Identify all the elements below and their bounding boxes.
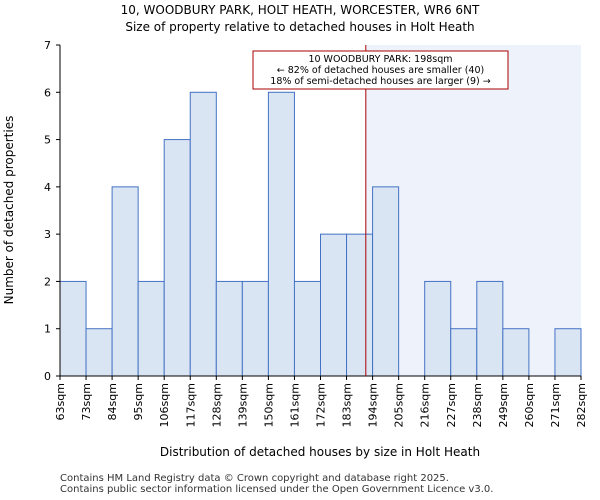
- y-tick-label: 2: [44, 275, 51, 288]
- x-tick-label: 150sqm: [262, 383, 275, 427]
- footer-line2: Contains public sector information licen…: [60, 484, 494, 495]
- bar: [554, 328, 582, 377]
- x-tick-label: 260sqm: [523, 383, 536, 427]
- annotation-text-line2: ← 82% of detached houses are smaller (40…: [277, 65, 484, 76]
- x-tick-label: 84sqm: [106, 383, 119, 420]
- x-tick-label: 128sqm: [210, 383, 223, 427]
- bar: [137, 280, 165, 377]
- x-tick-label: 227sqm: [445, 383, 458, 427]
- x-tick-label: 216sqm: [419, 383, 432, 427]
- y-axis-label: Number of detached properties: [2, 116, 16, 305]
- x-tick-label: 183sqm: [341, 383, 354, 427]
- annotation-text-line3: 18% of semi-detached houses are larger (…: [270, 76, 490, 87]
- x-tick-label: 271sqm: [549, 383, 562, 427]
- bar: [215, 280, 243, 377]
- x-tick-label: 95sqm: [132, 383, 145, 420]
- chart-title-line2: Size of property relative to detached ho…: [125, 20, 474, 34]
- x-tick-label: 106sqm: [158, 383, 171, 427]
- x-tick-label: 249sqm: [497, 383, 510, 427]
- bar: [450, 328, 478, 377]
- annotation-box: [252, 50, 509, 90]
- x-tick-label: 194sqm: [367, 383, 380, 427]
- bar: [189, 91, 217, 377]
- y-tick-label: 0: [44, 370, 51, 383]
- y-tick-label: 4: [44, 181, 51, 194]
- y-tick-label: 3: [44, 228, 51, 241]
- bar: [346, 233, 374, 377]
- bar: [293, 280, 322, 377]
- x-tick-label: 282sqm: [575, 383, 588, 427]
- footer-line1: Contains HM Land Registry data © Crown c…: [60, 473, 449, 484]
- bar: [267, 91, 295, 377]
- x-tick-label: 139sqm: [236, 383, 249, 427]
- annotation-text-line1: 10 WOODBURY PARK: 198sqm: [308, 54, 452, 65]
- highlight-region: [365, 45, 581, 376]
- x-tick-label: 172sqm: [315, 383, 328, 427]
- x-tick-label: 205sqm: [393, 383, 406, 427]
- bar: [241, 280, 269, 377]
- x-tick-label: 161sqm: [288, 383, 301, 427]
- x-tick-label: 117sqm: [184, 383, 197, 427]
- bar: [163, 139, 191, 377]
- chart-title-line1: 10, WOODBURY PARK, HOLT HEATH, WORCESTER…: [121, 3, 480, 17]
- y-tick-label: 1: [44, 323, 51, 336]
- bar: [85, 328, 113, 377]
- y-tick-label: 6: [44, 86, 51, 99]
- bar: [372, 186, 400, 377]
- y-tick-label: 5: [44, 134, 51, 147]
- x-tick-label: 63sqm: [54, 383, 67, 420]
- bar: [111, 186, 139, 377]
- x-tick-label: 73sqm: [80, 383, 93, 420]
- x-tick-label: 238sqm: [471, 383, 484, 427]
- bar: [59, 280, 87, 377]
- y-tick-label: 7: [44, 39, 51, 52]
- bar: [476, 280, 504, 377]
- bar: [320, 233, 348, 377]
- bar: [424, 280, 452, 377]
- x-axis-label: Distribution of detached houses by size …: [160, 445, 480, 459]
- bar: [502, 328, 530, 377]
